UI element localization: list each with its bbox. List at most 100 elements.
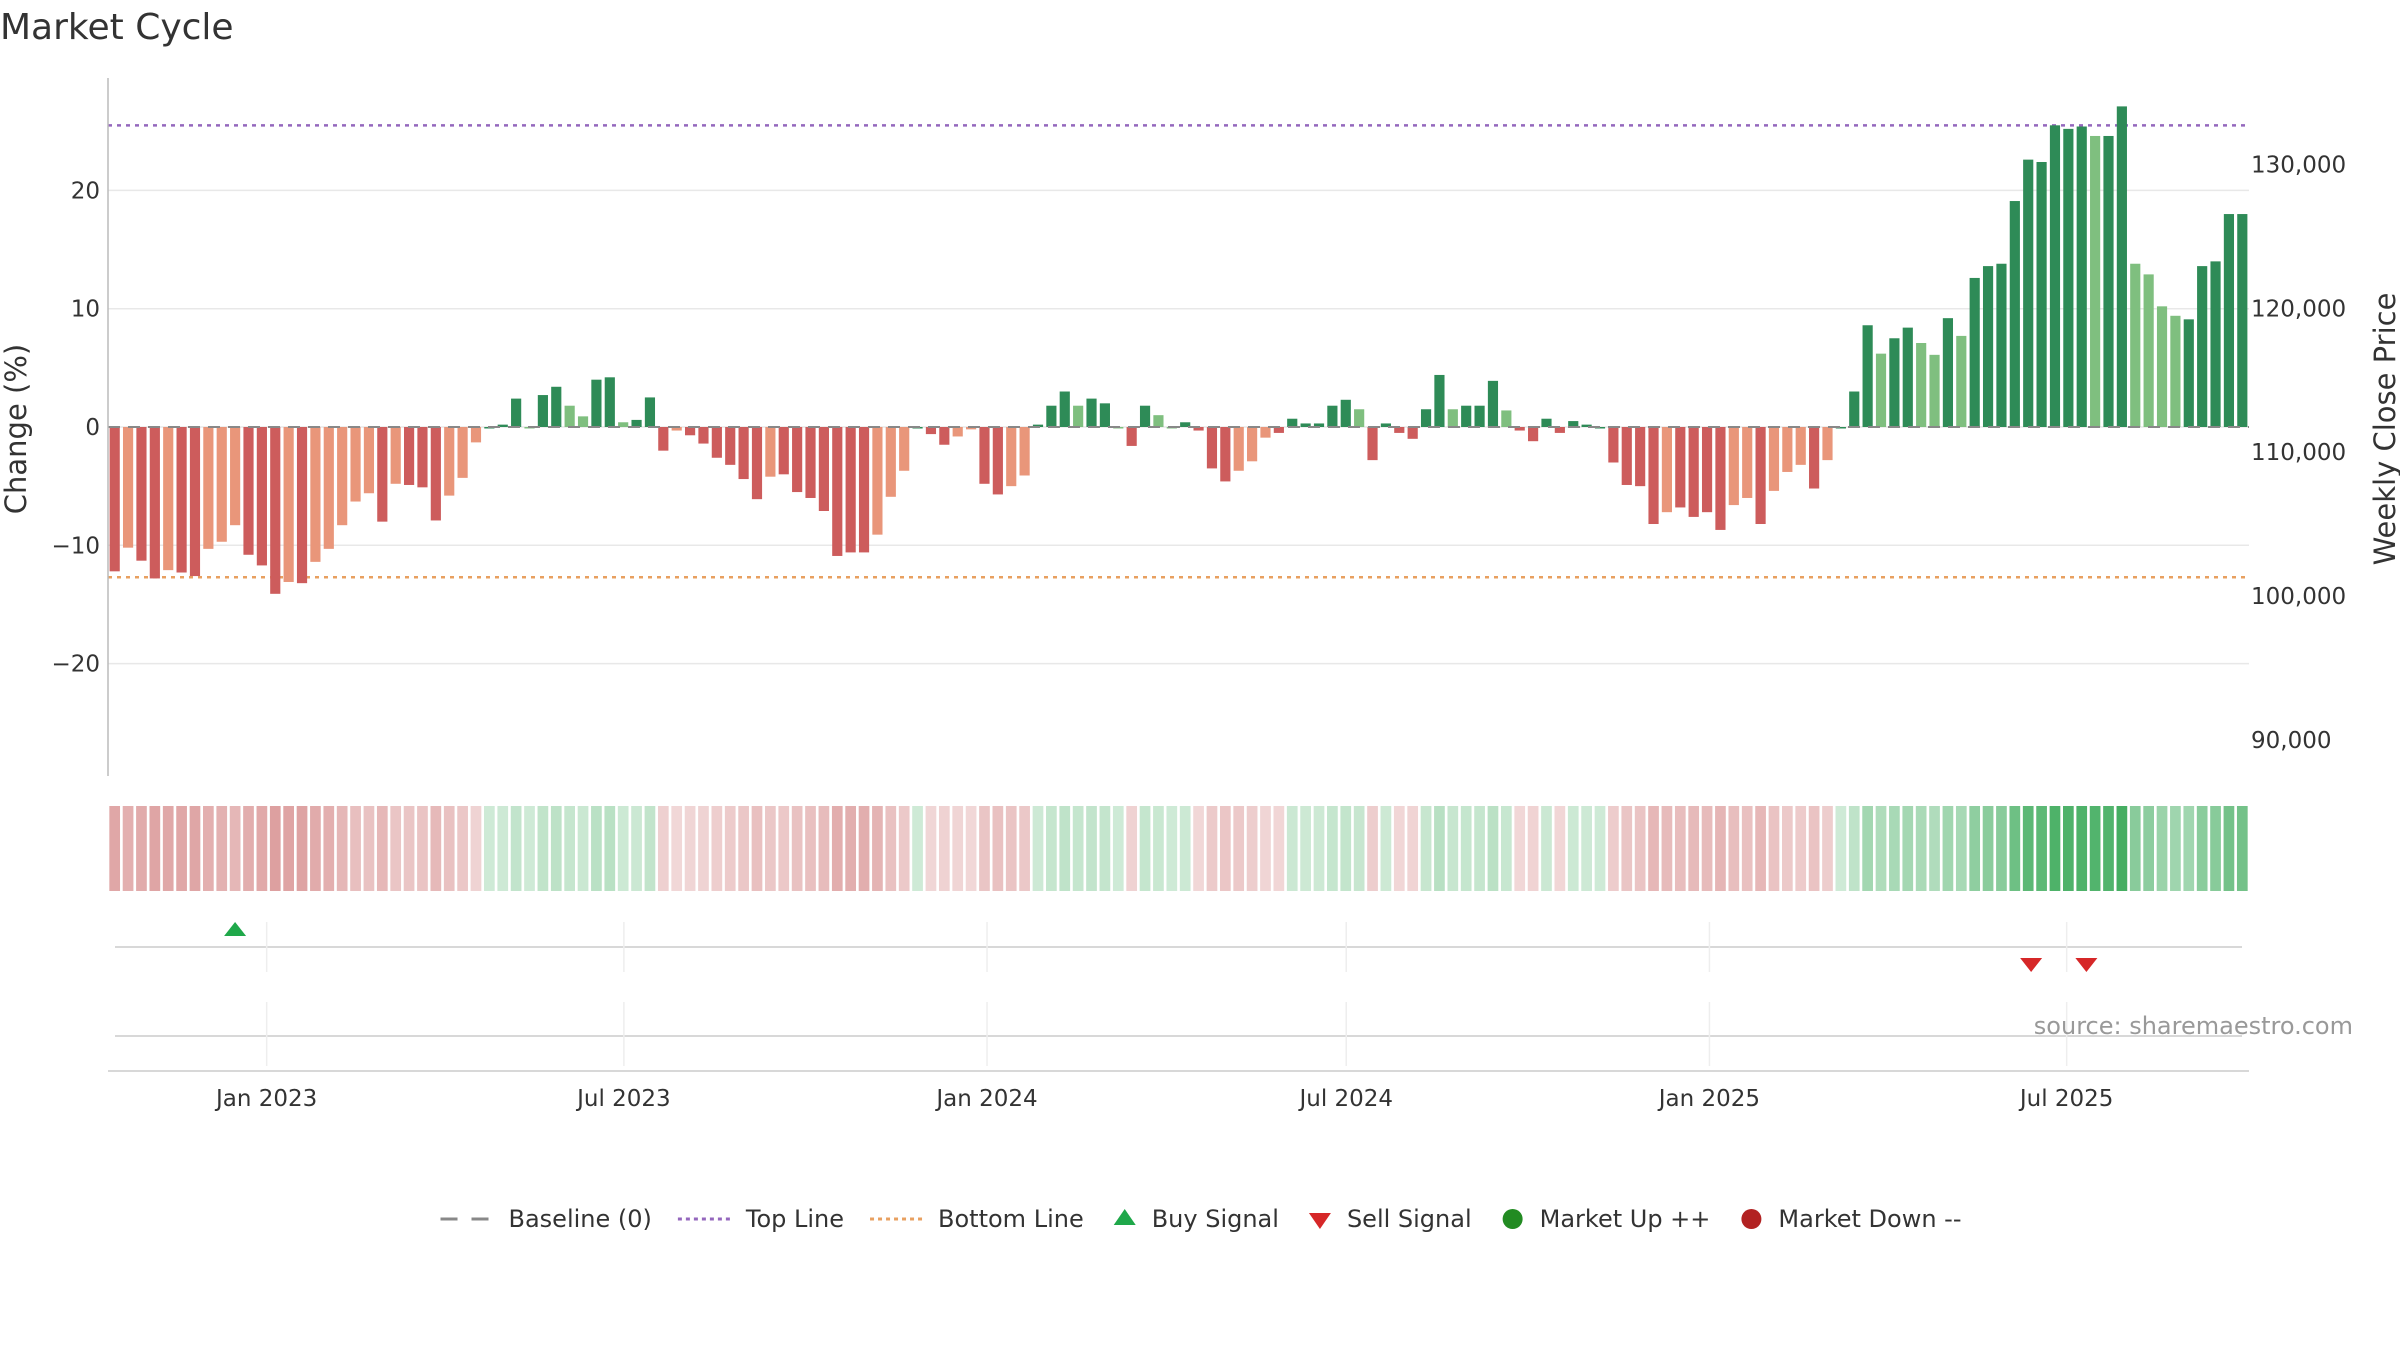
bar (189, 427, 201, 577)
bar (698, 427, 709, 444)
bar (457, 427, 468, 478)
bar (1420, 409, 1432, 427)
state-cell (1420, 806, 1432, 891)
state-cell (831, 806, 843, 891)
y-tick-label: 0 (85, 415, 100, 441)
state-cell (1982, 806, 1994, 891)
bar (2023, 159, 2034, 428)
bar (1541, 418, 1552, 427)
state-cell (390, 806, 402, 891)
bar (1528, 427, 1539, 442)
source-label: source: sharemaestro.com (2034, 1012, 2353, 1040)
bar (979, 427, 990, 484)
bar (2036, 161, 2047, 427)
bar (430, 427, 441, 521)
state-cell (2009, 806, 2021, 891)
x-tick-label: Jan 2023 (214, 1086, 317, 1112)
state-cell (1674, 806, 1686, 891)
state-cell (162, 806, 174, 891)
state-cell (176, 806, 187, 891)
bar (1701, 427, 1713, 513)
state-cell (510, 806, 522, 891)
state-cell (2022, 806, 2034, 891)
state-cell (269, 806, 281, 891)
state-cell (1286, 806, 1298, 891)
state-cell (1206, 806, 1218, 891)
legend-entry: Buy Signal (1113, 1205, 1279, 1233)
bar (122, 427, 134, 548)
bar (256, 427, 267, 566)
state-cell (1822, 806, 1833, 891)
bar (203, 427, 214, 549)
state-cell (2223, 806, 2235, 891)
state-cell (1915, 806, 1927, 891)
y-axis-ticks: −20 −10 0 10 20 (51, 178, 100, 677)
bar (1635, 427, 1646, 487)
state-cell (1768, 806, 1780, 891)
state-cell (417, 806, 428, 891)
y-tick-label: −10 (51, 533, 100, 559)
state-cell (925, 806, 937, 891)
bar (1902, 327, 1913, 427)
bar (872, 427, 883, 535)
bar (350, 427, 361, 502)
bar (1273, 427, 1284, 433)
state-cell (778, 806, 790, 891)
state-cell (1621, 806, 1633, 891)
x-tick-label: Jul 2023 (575, 1086, 671, 1112)
bar (270, 427, 281, 594)
state-cell (403, 806, 415, 891)
bar (1742, 427, 1753, 498)
legend-entry: Baseline (0) (440, 1205, 652, 1233)
bar (2237, 214, 2248, 427)
state-cell (604, 806, 616, 891)
legend-triangle-up-icon (1113, 1209, 1136, 1225)
state-cell (1313, 806, 1325, 891)
state-cell (243, 806, 254, 891)
state-cell (2103, 806, 2114, 891)
state-cell (711, 806, 723, 891)
bar (176, 427, 187, 573)
bar (1019, 427, 1030, 476)
state-cell (1541, 806, 1552, 891)
state-cell (1474, 806, 1485, 891)
bar (1447, 409, 1458, 427)
state-cell (818, 806, 830, 891)
y2-tick-label: 120,000 (2251, 296, 2346, 322)
bar (658, 427, 669, 451)
bar (2170, 315, 2181, 427)
state-cell (751, 806, 763, 891)
bar (216, 427, 227, 542)
x-tick-label: Jul 2025 (2018, 1086, 2114, 1112)
state-cell (1099, 806, 1111, 891)
state-cell (1380, 806, 1392, 891)
change-bars (108, 106, 2249, 594)
state-cell (1059, 806, 1071, 891)
bar (604, 377, 615, 427)
bar (1688, 427, 1699, 517)
bar (765, 427, 776, 477)
state-cell (805, 806, 816, 891)
state-cell (1942, 806, 1954, 891)
state-cell (1514, 806, 1526, 891)
market-state-strip (109, 806, 2248, 891)
state-cell (524, 806, 535, 891)
state-cell (350, 806, 361, 891)
bar (885, 427, 896, 497)
state-cell (1701, 806, 1713, 891)
bar (845, 427, 856, 553)
legend-triangle-down-icon (1308, 1213, 1331, 1229)
state-cell (1233, 806, 1245, 891)
state-cell (1246, 806, 1258, 891)
state-cell (1728, 806, 1740, 891)
bar (671, 427, 682, 431)
bar (1340, 399, 1351, 427)
bar (1233, 427, 1244, 471)
state-cell (2049, 806, 2061, 891)
bar (511, 398, 522, 427)
state-cell (1608, 806, 1619, 891)
state-cell (1434, 806, 1445, 891)
bar (551, 386, 562, 427)
y-tick-label: 20 (71, 178, 100, 204)
state-cell (1875, 806, 1887, 891)
